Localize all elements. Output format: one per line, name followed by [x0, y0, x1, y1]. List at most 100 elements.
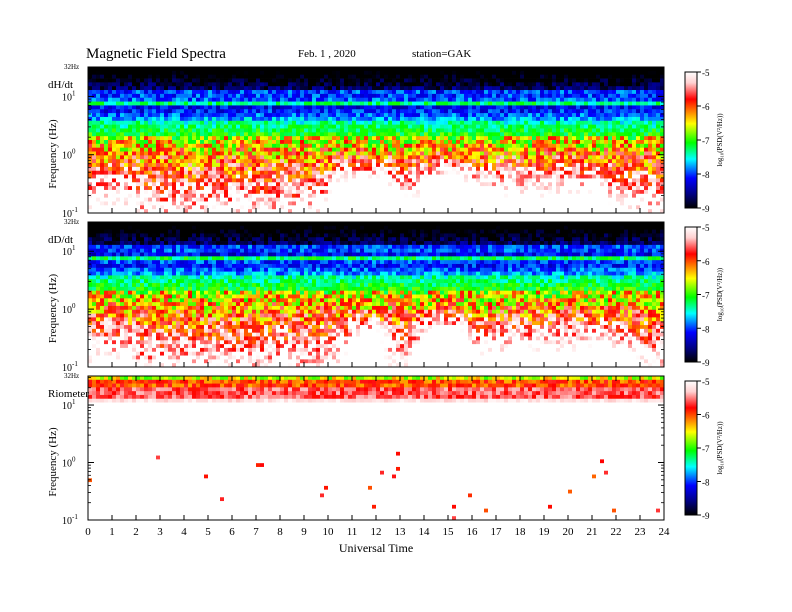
spectrogram-cell: [608, 124, 613, 129]
spectrogram-cell: [604, 70, 609, 76]
spectrogram-cell: [92, 74, 97, 79]
spectrogram-cell: [204, 205, 209, 210]
spectrogram-cell: [212, 174, 217, 179]
spectrogram-cell: [576, 170, 581, 175]
spectrogram-cell: [268, 140, 273, 145]
spectrogram-cell: [332, 174, 337, 179]
spectrogram-cell: [220, 74, 225, 79]
spectrogram-cell: [100, 101, 105, 106]
spectrogram-cell: [436, 70, 441, 76]
spectrogram-cell: [208, 143, 213, 149]
spectrogram-cell: [424, 186, 429, 191]
spectrogram-cell: [352, 132, 357, 137]
spectrogram-cell: [480, 132, 485, 137]
spectrogram-cell: [152, 86, 157, 91]
spectrogram-cell: [544, 170, 549, 175]
spectrogram-cell: [472, 205, 477, 210]
spectrogram-cell: [520, 67, 525, 72]
spectrogram-cell: [364, 70, 369, 76]
spectrogram-cell: [216, 70, 221, 76]
spectrogram-cell: [424, 67, 429, 72]
spectrogram-cell: [436, 116, 441, 122]
spectrogram-cell: [472, 166, 477, 172]
spectrogram-cell: [400, 159, 405, 164]
spectrogram-cell: [584, 70, 589, 76]
spectrogram-cell: [536, 101, 541, 106]
spectrogram-cell: [284, 170, 289, 175]
spectrogram-cell: [392, 209, 397, 214]
spectrogram-cell: [488, 178, 493, 183]
spectrogram-cell: [268, 105, 273, 110]
spectrogram-cell: [376, 189, 381, 195]
spectrogram-cell: [128, 189, 133, 195]
spectrogram-cell: [248, 193, 253, 198]
spectrogram-cell: [300, 97, 305, 102]
spectrogram-cell: [316, 124, 321, 129]
spectrogram-cell: [144, 116, 149, 122]
spectrogram-cell: [236, 182, 241, 187]
spectrogram-cell: [420, 209, 425, 214]
spectrogram-cell: [492, 155, 497, 160]
spectrogram-cell: [324, 116, 329, 122]
spectrogram-cell: [292, 170, 297, 175]
spectrogram-cell: [564, 166, 569, 172]
spectrogram-cell: [392, 101, 397, 106]
spectrogram-cell: [408, 113, 413, 118]
spectrogram-cell: [412, 147, 417, 152]
spectrogram-cell: [532, 82, 537, 87]
spectrogram-cell: [136, 124, 141, 129]
spectrogram-cell: [384, 209, 389, 214]
spectrogram-cell: [356, 70, 361, 76]
spectrogram-cell: [440, 120, 445, 125]
spectrogram-cell: [148, 97, 153, 102]
spectrogram-cell: [92, 105, 97, 110]
spectrogram-cell: [464, 205, 469, 210]
spectrogram-cell: [120, 116, 125, 122]
spectrogram-cell: [584, 109, 589, 114]
spectrogram-cell: [144, 128, 149, 133]
spectrogram-cell: [200, 170, 205, 175]
spectrogram-cell: [228, 163, 233, 168]
spectrogram-cell: [596, 124, 601, 129]
spectrogram-cell: [488, 78, 493, 83]
spectrogram-cell: [164, 67, 169, 72]
spectrogram-cell: [244, 124, 249, 129]
spectrogram-cell: [340, 151, 345, 156]
spectrogram-cell: [456, 151, 461, 156]
spectrogram-cell: [420, 86, 425, 91]
spectrogram-cell: [220, 78, 225, 83]
spectrogram-cell: [236, 201, 241, 206]
spectrogram-cell: [528, 132, 533, 137]
spectrogram-cell: [428, 166, 433, 172]
spectrogram-cell: [392, 128, 397, 133]
spectrogram-cell: [272, 159, 277, 164]
spectrogram-cell: [524, 101, 529, 106]
spectrogram-cell: [104, 113, 109, 118]
spectrogram-cell: [516, 113, 521, 118]
spectrogram-cell: [592, 209, 597, 214]
spectrogram-cell: [580, 105, 585, 110]
spectrogram-cell: [160, 174, 165, 179]
spectrogram-cell: [136, 143, 141, 149]
spectrogram-cell: [108, 189, 113, 195]
spectrogram-cell: [480, 109, 485, 114]
spectrogram-cell: [500, 93, 505, 99]
spectrogram-cell: [292, 182, 297, 187]
spectrogram-cell: [512, 170, 517, 175]
spectrogram-cell: [152, 209, 157, 214]
spectrogram-cell: [204, 132, 209, 137]
spectrogram-cell: [492, 182, 497, 187]
spectrogram-cell: [108, 82, 113, 87]
spectrogram-cell: [184, 151, 189, 156]
spectrogram-cell: [544, 189, 549, 195]
spectrogram-cell: [464, 86, 469, 91]
spectrogram-cell: [360, 124, 365, 129]
spectrogram-cell: [340, 109, 345, 114]
spectrogram-cell: [192, 105, 197, 110]
spectrogram-cell: [324, 105, 329, 110]
spectrogram-cell: [220, 93, 225, 99]
spectrogram-cell: [116, 197, 121, 202]
spectrogram-cell: [216, 67, 221, 72]
spectrogram-cell: [380, 147, 385, 152]
spectrogram-cell: [492, 70, 497, 76]
